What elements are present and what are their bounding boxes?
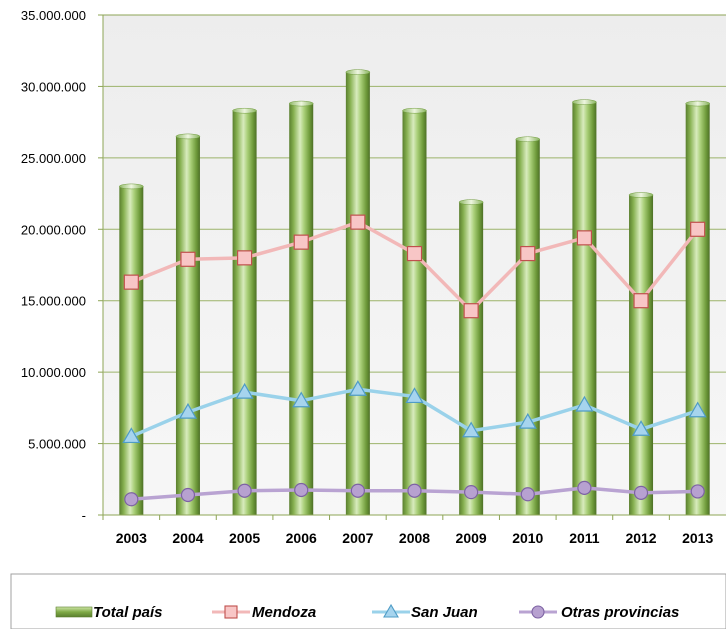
bar-top-2005 [232,107,257,114]
point-otras-provincias-2007 [350,483,365,498]
point-mendoza-2010 [520,245,536,262]
point-san-juan-2010 [518,412,537,429]
legend-marker-san-juan [383,603,399,618]
point-otras-provincias-2012 [633,485,649,500]
bar-2010 [515,139,540,516]
point-mendoza-2006 [293,234,309,250]
point-mendoza-2004 [180,251,196,267]
point-otras-provincias-2009 [464,485,479,500]
xtick-label-2004: 2004 [172,530,203,546]
xtick-label-2005: 2005 [229,530,260,546]
xtick-label-2003: 2003 [116,530,147,546]
point-mendoza-2005 [236,250,253,266]
point-mendoza-2003 [123,274,139,290]
ytick-label-2: 10.000.000 [21,365,86,380]
point-san-juan-2008 [405,387,424,404]
bar-top-2012 [628,192,654,198]
legend-swatch-total-país [55,606,93,618]
bar-2006 [289,103,314,516]
point-otras-provincias-2010 [520,487,535,502]
bar-top-2013 [685,100,710,107]
ytick-label-7: 35.000.000 [21,8,86,23]
point-san-juan-2007 [348,380,367,396]
point-mendoza-2011 [576,230,593,246]
xtick-label-2011: 2011 [569,530,600,546]
ytick-label-6: 30.000.000 [21,79,86,94]
y-axis: - 5.000.000 10.000.000 15.000.000 20.000.000… [21,8,103,523]
point-otras-provincias-2008 [407,483,422,498]
legend-label-mendoza: Mendoza [252,604,316,621]
ytick-label-1: 5.000.000 [28,437,86,452]
point-mendoza-2008 [406,245,423,262]
bar-top-2003 [119,183,144,190]
point-otras-provincias-2004 [180,487,196,503]
legend-label-san-juan: San Juan [411,604,478,621]
legend-label-otras-provincias: Otras provincias [561,604,679,621]
legend-label-total-país: Total país [93,604,162,621]
ytick-label-4: 20.000.000 [21,222,86,237]
bar-2011 [572,102,597,516]
point-mendoza-2012 [633,293,649,309]
ytick-label-5: 25.000.000 [21,151,86,166]
point-otras-provincias-2003 [124,492,139,507]
ytick-label-0: - [82,508,86,523]
point-mendoza-2009 [463,303,479,319]
xtick-label-2008: 2008 [399,530,430,546]
bar-top-2010 [515,136,541,143]
point-san-juan-2009 [462,421,481,438]
bar-top-2004 [175,133,201,140]
bar-2007 [345,72,370,516]
point-san-juan-2005 [235,382,254,399]
bar-top-2006 [288,100,314,107]
point-san-juan-2012 [632,420,651,436]
xtick-label-2012: 2012 [625,530,656,546]
legend-marker-otras-provincias [531,605,545,619]
legend-marker-mendoza [224,605,238,619]
bar-top-2007 [345,69,371,75]
bar-2008 [402,110,427,515]
point-san-juan-2006 [292,391,311,408]
point-san-juan-2013 [688,401,707,418]
line-series [122,214,707,507]
point-san-juan-2004 [178,402,197,419]
bar-2012 [629,195,654,515]
point-otras-provincias-2011 [577,480,592,495]
bar-2004 [175,136,200,515]
xtick-label-2006: 2006 [286,530,317,546]
bar-2013 [685,103,710,516]
legend-box [10,573,726,630]
x-axis: 2003 2004 2005 2006 2007 2008 2009 2010 2011 2012… [102,514,726,546]
ytick-label-3: 15.000.000 [21,294,86,309]
point-mendoza-2013 [690,221,706,237]
bar-2009 [459,202,484,515]
xtick-label-2009: 2009 [456,530,487,546]
point-mendoza-2007 [350,214,366,230]
bar-2003 [119,186,144,515]
legend: Total país Mendoza San Juan Otras provincia… [55,603,679,621]
xtick-label-2007: 2007 [342,530,373,546]
point-otras-provincias-2006 [294,482,309,498]
bar-2005 [232,110,257,515]
point-otras-provincias-2013 [690,484,705,499]
point-otras-provincias-2005 [237,483,252,498]
point-san-juan-2003 [122,427,141,444]
bar-top-2008 [402,107,427,114]
bar-top-2009 [458,199,484,205]
bar-top-2011 [572,99,597,105]
bar-series-total-pais [119,69,710,516]
point-san-juan-2011 [575,395,594,412]
xtick-label-2010: 2010 [512,530,543,546]
xtick-label-2013: 2013 [682,530,713,546]
